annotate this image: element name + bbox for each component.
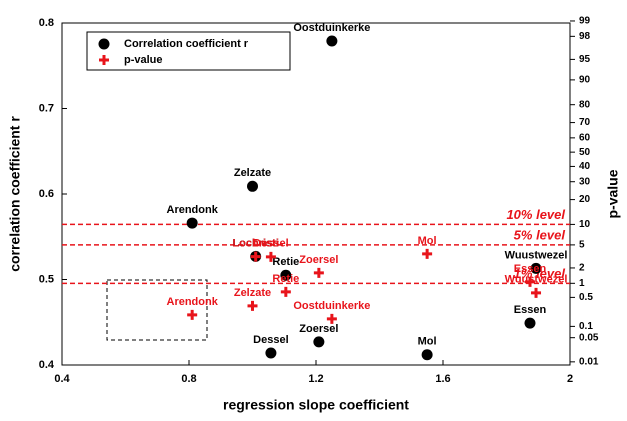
point-label: Zelzate xyxy=(234,167,271,179)
point xyxy=(326,313,337,324)
point xyxy=(313,336,325,348)
y-tick-label: 0.5 xyxy=(39,273,54,285)
point-label: Retie xyxy=(272,273,299,285)
y2-tick-label: 70 xyxy=(579,117,591,128)
highlight-box xyxy=(106,279,208,341)
point-label: Oostduinkerke xyxy=(293,22,370,34)
point-label: Essen xyxy=(514,304,547,316)
y-tick-label: 0.6 xyxy=(39,188,54,200)
point-label: Essen xyxy=(514,263,547,275)
point xyxy=(530,262,542,274)
y2-tick-label: 50 xyxy=(579,147,591,158)
y2-tick-label: 5 xyxy=(579,240,585,251)
point-label: Dessel xyxy=(253,334,288,346)
point xyxy=(280,286,291,297)
point xyxy=(531,287,542,298)
point-label: Arendonk xyxy=(167,204,219,216)
y2-tick-label: 30 xyxy=(579,176,591,187)
x-tick-label: 2 xyxy=(567,373,573,385)
point-label: Mol xyxy=(418,336,437,348)
y2-axis-label: p-value xyxy=(605,169,621,218)
legend-marker xyxy=(99,55,109,65)
y2-tick-label: 0.05 xyxy=(579,332,599,343)
y-tick-label: 0.7 xyxy=(39,102,54,114)
y2-tick-label: 0.01 xyxy=(579,356,599,367)
point xyxy=(326,35,338,47)
point-label: Wuustwezel xyxy=(505,249,568,261)
point-label: Retie xyxy=(272,256,299,268)
y-tick-label: 0.4 xyxy=(39,359,55,371)
y2-tick-label: 0.5 xyxy=(579,292,593,303)
y-axis-label: correlation coefficient r xyxy=(7,116,23,272)
point xyxy=(313,267,324,278)
y2-tick-label: 0.1 xyxy=(579,321,593,332)
point-label: Arendonk xyxy=(167,296,219,308)
point xyxy=(422,248,433,259)
point xyxy=(421,349,433,361)
y2-tick-label: 2 xyxy=(579,263,585,274)
point-label: Lochristi xyxy=(232,237,278,249)
point xyxy=(524,276,535,287)
point-label: Mol xyxy=(418,235,437,247)
y2-tick-label: 60 xyxy=(579,132,591,143)
reference-label: 1% level xyxy=(514,266,566,281)
point-label: Zelzate xyxy=(234,287,271,299)
point-label: Wuustwezel xyxy=(505,274,568,286)
point xyxy=(186,217,198,229)
point xyxy=(247,300,258,311)
point-label: Zoersel xyxy=(299,323,338,335)
point xyxy=(250,251,261,262)
x-axis-label: regression slope coefficient xyxy=(223,397,409,413)
point-label: Zoersel xyxy=(299,254,338,266)
point xyxy=(265,347,277,359)
point xyxy=(187,309,198,320)
x-tick-label: 0.8 xyxy=(181,373,196,385)
y2-tick-label: 90 xyxy=(579,75,591,86)
point xyxy=(280,269,292,281)
point-label: Oostduinkerke xyxy=(293,300,370,312)
y2-tick-label: 40 xyxy=(579,161,591,172)
point-label: Dessel xyxy=(253,238,288,250)
y-tick-label: 0.8 xyxy=(39,17,54,29)
reference-label: 5% level xyxy=(514,227,566,242)
reference-label: 10% level xyxy=(506,207,565,222)
point xyxy=(265,251,276,262)
y2-tick-label: 1 xyxy=(579,278,585,289)
legend-box xyxy=(86,31,291,71)
legend-marker xyxy=(98,38,110,50)
x-tick-label: 0.4 xyxy=(54,373,70,385)
y2-tick-label: 10 xyxy=(579,219,591,230)
x-tick-label: 1.2 xyxy=(308,373,323,385)
plot-frame xyxy=(61,22,571,366)
y2-tick-label: 95 xyxy=(579,54,591,65)
legend-label: Correlation coefficient r xyxy=(124,38,249,50)
point xyxy=(247,180,258,192)
point xyxy=(524,317,536,329)
y2-tick-label: 99 xyxy=(579,16,591,27)
x-tick-label: 1.6 xyxy=(435,373,450,385)
legend-label: p-value xyxy=(124,54,163,66)
y2-tick-label: 80 xyxy=(579,99,591,110)
point-label: Lochristi xyxy=(232,237,278,249)
y2-tick-label: 20 xyxy=(579,194,591,205)
y2-tick-label: 98 xyxy=(579,31,591,42)
